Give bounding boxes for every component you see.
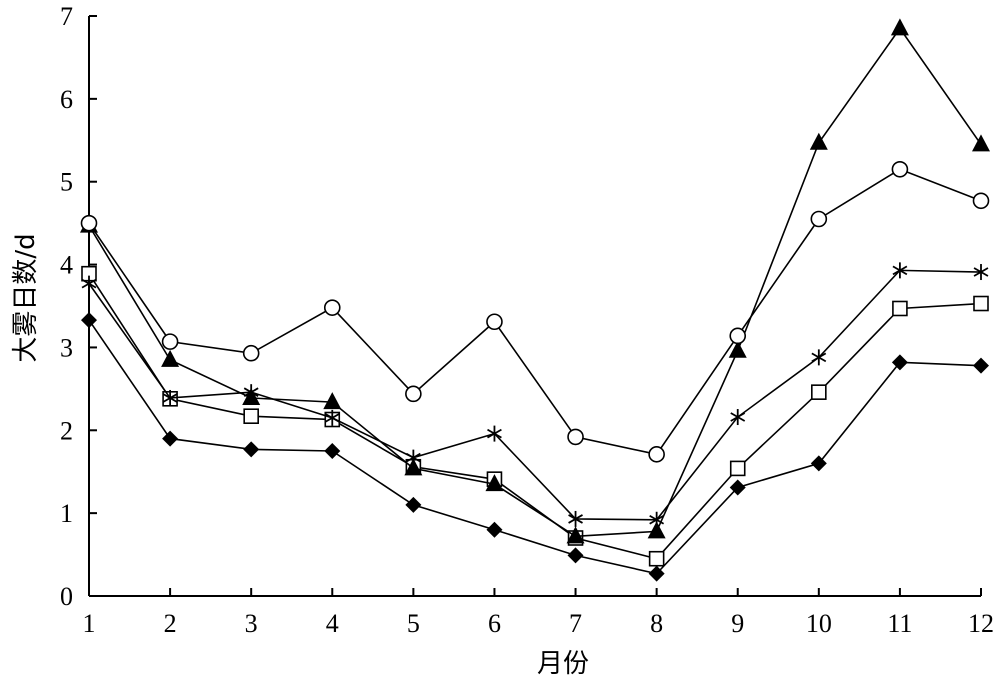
series-asterisk [81,262,989,528]
y-tick-label: 5 [60,168,73,197]
data-point [161,333,179,350]
data-point [405,385,422,403]
data-point [891,160,909,178]
data-point [809,132,828,150]
data-point [81,312,97,329]
x-tick-label: 10 [806,609,832,638]
y-tick-label: 2 [60,416,73,445]
series-diamond-filled [81,312,989,582]
x-tick-label: 12 [968,609,994,638]
data-point [567,428,584,446]
asterisk-stroke [405,452,421,463]
x-tick-label: 8 [650,609,663,638]
y-axis-title: 大雾日数/d [11,233,41,362]
y-tick-label: 6 [60,85,73,114]
data-point [728,340,747,358]
data-point [729,460,746,477]
data-point [729,327,747,345]
data-point [404,458,423,476]
series-line [88,319,982,575]
y-tick-label: 0 [60,582,73,611]
data-point [892,262,908,279]
data-point [973,295,989,312]
y-tick-label: 1 [60,499,73,528]
asterisk-stroke [568,514,583,524]
asterisk-stroke [649,514,665,525]
data-point [810,210,828,228]
data-point [405,496,422,513]
data-point [648,446,665,463]
x-tick-label: 11 [887,609,912,638]
data-point [567,547,584,564]
x-axis-title: 月份 [537,649,589,679]
asterisk-stroke [973,267,989,277]
data-point [973,357,989,374]
data-point [730,409,746,426]
series-line [88,269,982,521]
data-point [324,409,340,426]
series-triangle-filled [80,18,990,544]
data-point [892,300,908,317]
series-line [88,27,982,538]
asterisk-stroke [162,393,178,403]
x-tick-label: 7 [569,609,582,638]
data-point [647,521,666,539]
data-point [811,384,827,400]
data-point [972,134,990,152]
data-point [891,354,908,371]
series-line [88,273,982,560]
series-layer [80,18,990,582]
data-point [242,344,260,362]
data-point [487,425,502,442]
x-tick-label: 4 [326,609,339,638]
data-point [810,455,827,472]
asterisk-stroke [81,278,97,289]
data-point [161,349,180,367]
series-circle-open [80,160,990,463]
data-point [323,392,342,410]
asterisk-stroke [892,265,908,276]
y-tick-label: 7 [60,2,73,31]
asterisk-stroke [324,413,340,423]
data-point [81,275,97,292]
asterisk-stroke [811,352,827,363]
data-point [80,214,98,232]
data-point [243,408,259,425]
data-point [972,192,990,210]
data-point [324,443,341,459]
asterisk-stroke [730,412,746,422]
x-tick-label: 6 [488,609,501,638]
data-point [648,550,665,567]
data-point [890,18,909,36]
x-tick-label: 1 [83,609,96,638]
series-line [88,168,982,456]
data-point [973,264,989,281]
y-tick-label: 4 [60,251,73,280]
data-point [242,387,261,405]
x-tick-label: 2 [164,609,177,638]
data-point [568,510,583,527]
x-tick-label: 3 [245,609,258,638]
data-point [486,313,503,331]
asterisk-stroke [487,428,502,439]
x-tick-label: 9 [731,609,744,638]
data-point [648,565,665,582]
data-point [485,474,504,492]
data-point [162,389,178,406]
y-tick-label: 3 [60,333,73,362]
data-point [811,349,827,366]
data-point [566,526,585,544]
data-point [162,430,179,447]
data-point [323,299,341,316]
data-point [486,521,503,538]
x-tick-label: 5 [407,609,420,638]
data-point [243,441,260,458]
data-point [729,479,746,496]
series-square-open [81,265,989,567]
